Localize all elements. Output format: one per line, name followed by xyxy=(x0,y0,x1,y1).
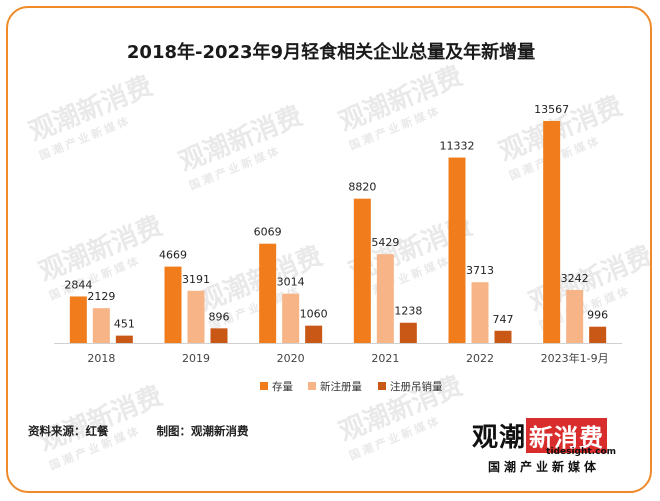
maker-text: 制图：观潮新消费 xyxy=(156,424,249,438)
logo-main: 观潮 xyxy=(472,423,527,453)
bar-new-reg xyxy=(92,308,110,343)
data-label: 1060 xyxy=(300,308,328,321)
chart-title: 2018年-2023年9月轻食相关企业总量及年新增量 xyxy=(126,42,536,63)
data-label: 2129 xyxy=(87,290,115,303)
bar-new-reg xyxy=(282,293,300,343)
legend-label: 新注册量 xyxy=(320,380,362,393)
data-label: 13567 xyxy=(534,103,569,116)
data-label: 3191 xyxy=(182,273,210,286)
legend-swatch xyxy=(260,382,268,390)
bar-revoked xyxy=(589,326,607,343)
legend-swatch xyxy=(308,382,316,390)
bar-stock xyxy=(69,296,87,343)
data-label: 3242 xyxy=(561,272,589,285)
bar-stock xyxy=(164,266,182,343)
bar-new-reg xyxy=(566,289,584,343)
data-label: 6069 xyxy=(254,226,282,239)
data-label: 8820 xyxy=(348,181,376,194)
data-label: 4669 xyxy=(159,249,187,262)
data-label: 747 xyxy=(493,313,514,326)
x-tick-label: 2018 xyxy=(87,352,115,365)
bar-stock xyxy=(259,243,277,343)
bar-revoked xyxy=(399,322,417,343)
x-tick-label: 2021 xyxy=(371,352,399,365)
bar-new-reg xyxy=(187,290,205,343)
logo-domain: tidesight.com xyxy=(546,447,616,457)
logo-highlight: 新消费 xyxy=(526,418,608,453)
bar-revoked xyxy=(494,330,512,343)
bar-new-reg xyxy=(376,254,394,343)
data-label: 3713 xyxy=(466,264,494,277)
logo-tagline: 国潮产业新媒体 xyxy=(488,460,601,474)
legend-swatch xyxy=(378,382,386,390)
chart-frame: 观潮新消费 国潮产业新媒体 观潮新消费 国潮产业新媒体 观潮新消费 国潮产业新媒体 观… xyxy=(6,6,652,493)
x-tick-label: 2022 xyxy=(466,352,494,365)
legend-label: 注册吊销量 xyxy=(390,380,443,393)
data-label: 5429 xyxy=(371,236,399,249)
bar-stock xyxy=(543,121,561,343)
data-label: 3014 xyxy=(277,276,305,289)
data-label: 996 xyxy=(587,309,608,322)
data-label: 11332 xyxy=(440,140,475,153)
x-tick-label: 2020 xyxy=(277,352,305,365)
bar-stock xyxy=(353,198,371,343)
data-label: 451 xyxy=(114,318,135,331)
brand-logo: 观潮 新消费 tidesight.com 国潮产业新媒体 xyxy=(472,415,622,475)
bar-revoked xyxy=(305,325,323,343)
data-label: 896 xyxy=(209,310,230,323)
bar-stock xyxy=(448,157,466,343)
footer: 资料来源：红餐 制图：观潮新消费 xyxy=(28,423,293,439)
bar-revoked xyxy=(210,328,228,343)
bar-new-reg xyxy=(471,282,489,343)
data-label: 2844 xyxy=(64,278,92,291)
bar-revoked xyxy=(115,335,133,343)
x-tick-label: 2023年1-9月 xyxy=(541,351,609,365)
x-tick-label: 2019 xyxy=(182,352,210,365)
legend-label: 存量 xyxy=(272,380,293,393)
source-text: 资料来源：红餐 xyxy=(28,424,109,438)
data-label: 1238 xyxy=(394,305,422,318)
